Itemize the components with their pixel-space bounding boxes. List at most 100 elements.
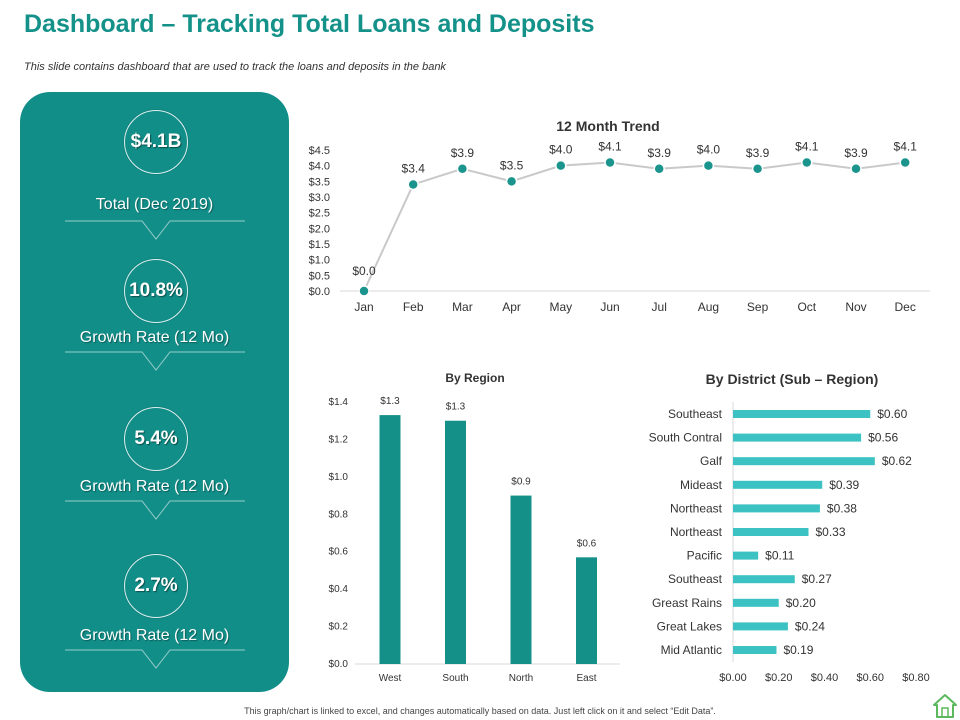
y-tick-label: $0.4: [329, 584, 349, 595]
data-point: [751, 163, 764, 175]
data-label: $3.9: [648, 146, 672, 160]
bar: [445, 420, 466, 664]
bar: [733, 551, 759, 560]
y-tick-label: $4.5: [309, 145, 330, 157]
x-tick-label: South: [442, 673, 468, 684]
page-subtitle: This slide contains dashboard that are u…: [24, 61, 446, 73]
bar: [733, 433, 862, 442]
x-tick-label: Jan: [354, 300, 373, 314]
x-tick-label: Jun: [600, 300, 619, 314]
data-label: $4.0: [549, 143, 573, 157]
y-tick-label: Southeast: [668, 407, 723, 421]
x-tick-label: Apr: [502, 300, 521, 314]
bar: [733, 598, 779, 607]
chart-title: By District (Sub – Region): [706, 371, 879, 387]
x-tick-label: Sep: [747, 300, 769, 314]
y-tick-label: $0.6: [329, 547, 349, 558]
kpi-value-circle: 10.8%: [124, 259, 188, 323]
y-tick-label: Mid Atlantic: [661, 643, 722, 657]
y-tick-label: $0.2: [329, 622, 349, 633]
chart-title: By Region: [445, 371, 504, 385]
data-label: $0.19: [783, 643, 813, 657]
data-label: $0.38: [827, 501, 857, 515]
bar: [379, 415, 401, 664]
y-tick-label: Southeast: [668, 572, 723, 586]
data-label: $0.60: [877, 407, 907, 421]
x-tick-label: $0.00: [719, 672, 747, 684]
x-tick-label: $0.60: [856, 672, 884, 684]
y-tick-label: $1.4: [329, 397, 349, 408]
data-point: [801, 156, 813, 169]
data-label: $0.24: [795, 619, 825, 633]
kpi-value-circle: 2.7%: [124, 554, 188, 618]
data-label: $0.11: [765, 549, 794, 563]
y-tick-label: $3.0: [309, 192, 330, 204]
page-title: Dashboard – Tracking Total Loans and Dep…: [24, 10, 595, 38]
kpi-pointer-icon: [65, 500, 245, 520]
data-label: $0.6: [577, 538, 597, 549]
footer-note: This graph/chart is linked to excel, and…: [244, 706, 716, 716]
x-tick-label: East: [576, 673, 596, 684]
kpi-value-circle: $4.1B: [124, 110, 188, 174]
data-label: $3.9: [746, 146, 770, 160]
y-tick-label: Greast Rains: [652, 596, 722, 610]
data-label: $4.1: [795, 140, 819, 154]
data-label: $0.20: [786, 596, 816, 610]
kpi-pointer-icon: [65, 649, 245, 669]
y-tick-label: Pacific: [687, 549, 722, 563]
bar: [733, 504, 820, 513]
y-tick-label: $0.8: [329, 509, 349, 520]
bar: [733, 457, 875, 466]
data-point: [899, 156, 911, 169]
x-tick-label: $0.20: [765, 672, 793, 684]
trend-chart: 12 Month Trend $0.0 $0.5 $1.0 $1.5 $2.0 $2.5 $3…: [309, 118, 930, 314]
kpi-panel: $4.1B Total (Dec 2019) 10.8% Growth Rate…: [20, 92, 289, 692]
district-chart: By District (Sub – Region) Southeast $0.60…: [649, 371, 930, 684]
data-label: $3.5: [500, 158, 524, 172]
data-label: $3.9: [451, 146, 475, 160]
y-tick-label: $1.0: [309, 255, 330, 267]
x-tick-label: Dec: [895, 300, 916, 314]
series-line: [363, 161, 906, 292]
x-tick-label: $0.80: [902, 672, 930, 684]
y-tick-label: $1.2: [329, 434, 349, 445]
y-tick-label: Great Lakes: [657, 619, 722, 633]
data-label: $4.1: [894, 140, 918, 154]
x-tick-label: West: [379, 673, 402, 684]
bar: [733, 528, 809, 536]
x-tick-label: $0.40: [811, 672, 839, 684]
kpi-label: Growth Rate (12 Mo): [79, 627, 230, 644]
bar: [510, 495, 532, 664]
home-icon[interactable]: [932, 693, 958, 719]
kpi-total: $4.1B Total (Dec 2019): [20, 110, 289, 260]
kpi-label: Growth Rate (12 Mo): [79, 478, 230, 495]
data-label: $3.9: [844, 146, 868, 160]
kpi-pointer-icon: [65, 220, 245, 240]
kpi-growth-1: 10.8% Growth Rate (12 Mo): [20, 259, 289, 409]
bar: [733, 646, 777, 654]
y-tick-label: $2.0: [309, 223, 330, 235]
x-tick-label: Mar: [452, 300, 473, 314]
x-tick-label: Aug: [698, 300, 719, 314]
y-tick-label: $1.5: [309, 239, 330, 251]
bar: [733, 410, 871, 418]
data-point: [850, 163, 862, 175]
bar: [733, 575, 795, 584]
y-tick-label: Galf: [700, 454, 723, 468]
data-point: [702, 159, 715, 172]
data-label: $4.0: [697, 143, 721, 157]
data-point: [358, 285, 370, 297]
bar: [733, 622, 788, 631]
data-point: [555, 159, 567, 172]
data-label: $3.4: [402, 161, 426, 175]
data-point: [604, 156, 616, 169]
x-tick-label: Nov: [845, 300, 866, 314]
kpi-label: Growth Rate (12 Mo): [79, 329, 230, 346]
y-tick-label: Mideast: [680, 478, 723, 492]
data-label: $1.3: [380, 396, 400, 407]
kpi-growth-3: 2.7% Growth Rate (12 Mo): [20, 554, 289, 704]
data-point: [407, 178, 419, 191]
chart-title: 12 Month Trend: [556, 118, 659, 134]
y-tick-label: Northeast: [670, 501, 723, 515]
y-tick-label: $3.5: [309, 176, 330, 188]
